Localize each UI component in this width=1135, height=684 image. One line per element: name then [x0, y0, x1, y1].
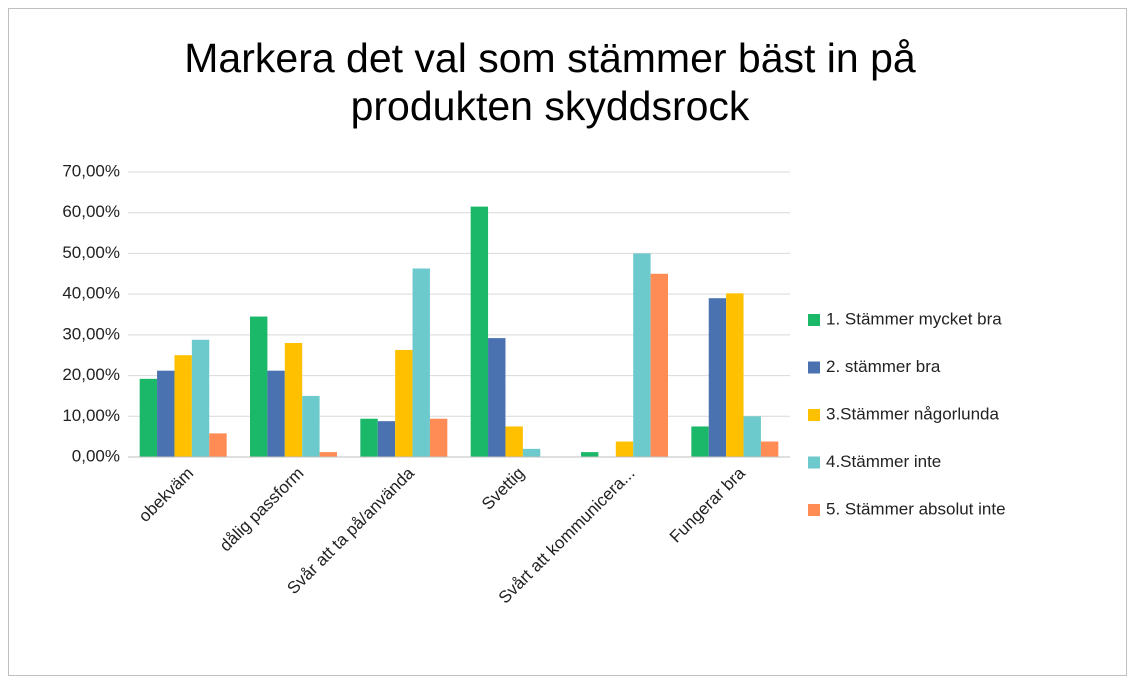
bar [522, 448, 541, 457]
bar [470, 206, 489, 457]
bar [760, 441, 779, 457]
y-tick-label: 20,00% [62, 365, 120, 384]
bar [726, 293, 744, 457]
legend-label: 1. Stämmer mycket bra [826, 309, 1002, 328]
bar [250, 316, 268, 457]
bar [505, 426, 523, 457]
bar [174, 355, 192, 457]
y-tick-label: 70,00% [62, 161, 120, 180]
legend-swatch [808, 314, 820, 326]
bar [488, 338, 506, 457]
y-tick-label: 0,00% [72, 446, 120, 465]
bar [139, 378, 158, 457]
y-tick-label: 30,00% [62, 324, 120, 343]
legend-swatch [808, 409, 820, 421]
bar [157, 370, 175, 457]
chart-title: Markera det val som stämmer bäst in på p… [184, 35, 916, 129]
y-tick-label: 60,00% [62, 202, 120, 221]
bar [708, 298, 727, 457]
legend-swatch [808, 361, 820, 374]
bar [581, 452, 599, 457]
x-tick-label: obekväm [135, 464, 197, 526]
bar [650, 273, 668, 457]
bar [615, 441, 634, 457]
bar [691, 426, 709, 457]
bar [302, 395, 320, 457]
x-tick-label: Fungerar bra [666, 463, 749, 546]
legend-label: 2. stämmer bra [826, 357, 941, 376]
bar [360, 418, 378, 457]
y-tick-label: 50,00% [62, 243, 120, 262]
bar [429, 418, 448, 457]
legend-swatch [808, 456, 820, 469]
bar [209, 433, 227, 457]
bar [395, 349, 413, 457]
y-tick-label: 10,00% [62, 406, 120, 425]
bar [412, 268, 430, 457]
bar [284, 343, 303, 457]
bar [377, 421, 396, 457]
x-tick-label: dålig passform [216, 464, 308, 556]
bar [191, 339, 210, 457]
x-tick-label: Svår att ta på/använda [283, 463, 418, 598]
bar [633, 253, 651, 457]
x-tick-label: Svettig [478, 464, 528, 514]
y-tick-label: 40,00% [62, 284, 120, 303]
bar [319, 452, 337, 457]
bar [267, 370, 285, 457]
legend-label: 3.Stämmer någorlunda [826, 404, 999, 423]
bar [743, 416, 761, 457]
frame-border [8, 8, 1127, 676]
legend-label: 5. Stämmer absolut inte [826, 499, 1006, 518]
legend-swatch [808, 504, 820, 516]
legend-label: 4.Stämmer inte [826, 452, 941, 471]
